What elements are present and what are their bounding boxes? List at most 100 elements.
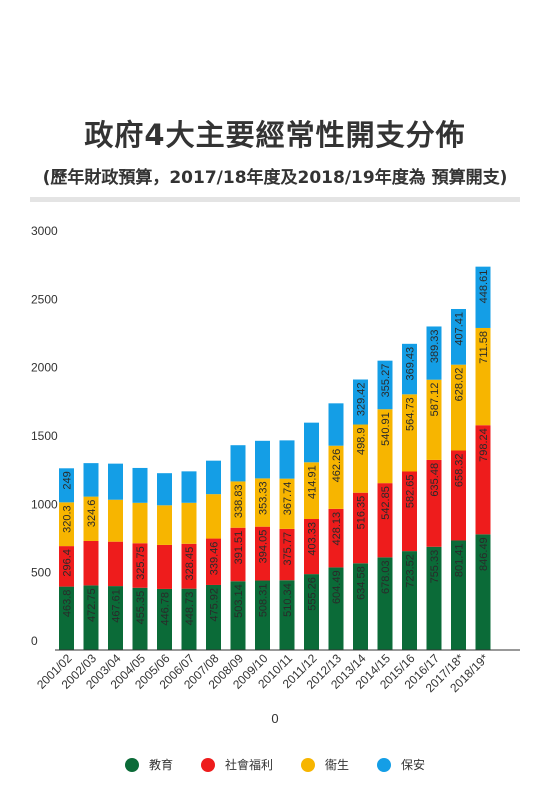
data-label: 367.74	[282, 482, 294, 516]
bar-segment-1	[304, 574, 319, 650]
bar-segment-2	[377, 483, 393, 558]
y-tick-label: 2000	[31, 361, 58, 375]
data-label: 462.26	[331, 449, 343, 483]
chart-subtitle: (歷年財政預算，2017/18年度及2018/19年度為 預算開支)	[42, 168, 508, 188]
bar-segment-3	[279, 478, 295, 529]
bar-segment-1	[59, 586, 74, 650]
y-tick-label: 0	[31, 634, 38, 648]
data-label: 463.8	[62, 590, 74, 618]
y-tick-label: 1000	[31, 497, 58, 511]
bar-segment-4	[475, 266, 491, 328]
data-label: 711.58	[478, 331, 490, 364]
bar-segment-1	[377, 557, 393, 650]
bar-segment-2	[83, 540, 99, 586]
data-label: 542.85	[380, 486, 392, 520]
bar-segment-1	[157, 588, 172, 650]
data-label: 325.75	[135, 546, 147, 580]
bar-segment-4	[402, 343, 417, 395]
data-label: 846.49	[478, 537, 490, 571]
bar-segment-3	[426, 379, 442, 460]
bar-segment-1	[132, 587, 148, 650]
bar-segment-4	[230, 445, 246, 482]
legend-item: 教育	[124, 756, 173, 773]
bar-segment-1	[255, 580, 270, 650]
data-label: 324.6	[86, 500, 98, 528]
legend-label: 衞生	[325, 758, 350, 772]
bar-segment-3	[353, 424, 368, 493]
data-label: 391.51	[233, 531, 245, 565]
legend-label: 社會福利	[224, 758, 273, 772]
legend-item: 社會福利	[200, 756, 273, 773]
data-label: 355.27	[380, 364, 392, 398]
data-label: 755.33	[429, 550, 441, 584]
data-label: 414.91	[307, 465, 319, 499]
bar-segment-1	[83, 585, 99, 650]
data-label: 801.41	[454, 543, 466, 577]
bar-segment-2	[402, 471, 417, 552]
bar-segment-2	[304, 518, 319, 575]
bar-segment-2	[108, 541, 123, 587]
bar-segment-4	[304, 422, 319, 463]
bar-segment-3	[451, 364, 466, 451]
data-label: 475.92	[209, 588, 221, 622]
data-label: 428.13	[331, 512, 343, 546]
legend-swatch	[301, 757, 315, 772]
bar-segment-1	[426, 546, 442, 650]
bar-segment-3	[59, 502, 74, 547]
x-axis-title: 0	[271, 711, 278, 726]
bar-segment-3	[181, 502, 197, 544]
data-label: 508.31	[258, 584, 270, 618]
bar-segment-1	[108, 586, 123, 650]
legend: 教育 社會福利 衞生 保安	[0, 756, 550, 773]
bar-segment-4	[426, 326, 442, 380]
bar-segment-3	[402, 394, 417, 472]
bar-segment-3	[328, 445, 344, 509]
bar-segment-4	[108, 463, 123, 500]
data-label: 564.73	[405, 397, 417, 431]
data-label: 604.49	[331, 570, 343, 604]
data-label: 587.12	[429, 383, 441, 417]
chart-title: 政府4大主要經常性開支分佈	[84, 118, 466, 152]
bar-segment-2	[181, 543, 197, 589]
data-label: 503.14	[233, 584, 245, 618]
bar-segment-2	[279, 528, 295, 581]
legend-item: 衞生	[301, 756, 349, 773]
bar-segment-1	[328, 567, 344, 650]
bar-segment-4	[353, 379, 368, 425]
bar-segment-2	[206, 538, 221, 585]
bar-segment-3	[255, 478, 270, 527]
bar-segment-4	[59, 468, 74, 503]
y-tick-label: 1500	[31, 429, 58, 443]
bar-segment-2	[353, 492, 368, 564]
data-label: 510.34	[282, 583, 294, 617]
bar-segment-4	[83, 463, 99, 497]
data-label: 338.83	[233, 484, 245, 518]
data-label: 540.91	[380, 412, 392, 446]
data-label: 403.33	[307, 522, 319, 556]
bar-segment-4	[279, 440, 295, 479]
bar-segment-3	[83, 496, 99, 541]
bar-segment-2	[328, 508, 344, 568]
data-label: 634.58	[356, 566, 368, 600]
data-label: 448.61	[478, 270, 490, 304]
data-label: 446.78	[160, 592, 172, 626]
y-tick-label: 500	[31, 566, 51, 580]
bar-segment-3	[157, 505, 172, 545]
data-label: 516.35	[356, 496, 368, 530]
data-label: 375.77	[282, 532, 294, 566]
data-label: 448.73	[184, 592, 196, 626]
bar-segment-3	[206, 494, 221, 539]
y-tick-label: 2500	[31, 292, 58, 306]
bar-segment-1	[402, 551, 417, 650]
bar-segment-3	[377, 409, 393, 484]
legend-swatch	[124, 757, 139, 772]
bar-segment-2	[255, 526, 270, 581]
bar-segment-3	[230, 481, 246, 528]
data-label: 555.26	[307, 577, 319, 611]
bar-segment-2	[132, 543, 148, 588]
data-label: 472.75	[86, 588, 98, 622]
bar-segment-1	[206, 584, 221, 650]
data-label: 328.45	[184, 547, 196, 581]
data-label: 353.33	[258, 481, 270, 515]
bar-segment-1	[451, 540, 466, 650]
